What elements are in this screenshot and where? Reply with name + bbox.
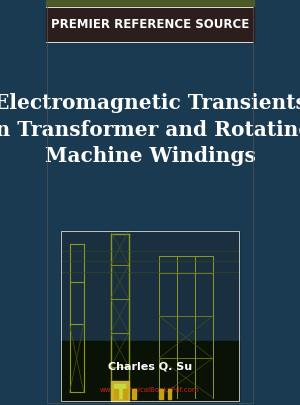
Bar [46,7,254,42]
Bar [114,384,125,398]
Text: in Transformer and Rotating: in Transformer and Rotating [0,119,300,140]
Bar [132,389,136,399]
Bar [123,389,127,399]
Bar [46,0,254,7]
Bar [61,231,239,341]
Text: PREMIER REFERENCE SOURCE: PREMIER REFERENCE SOURCE [51,18,249,31]
Bar [159,389,163,399]
Text: Electromagnetic Transients: Electromagnetic Transients [0,93,300,113]
Bar [61,341,239,401]
Bar [168,389,172,399]
Bar [61,231,239,401]
Bar [61,231,239,401]
Bar [111,381,128,401]
Text: www.TechnicalBooksPdf.com: www.TechnicalBooksPdf.com [100,387,200,392]
Bar [114,389,118,399]
Text: Machine Windings: Machine Windings [45,146,255,166]
Text: Charles Q. Su: Charles Q. Su [108,362,192,371]
